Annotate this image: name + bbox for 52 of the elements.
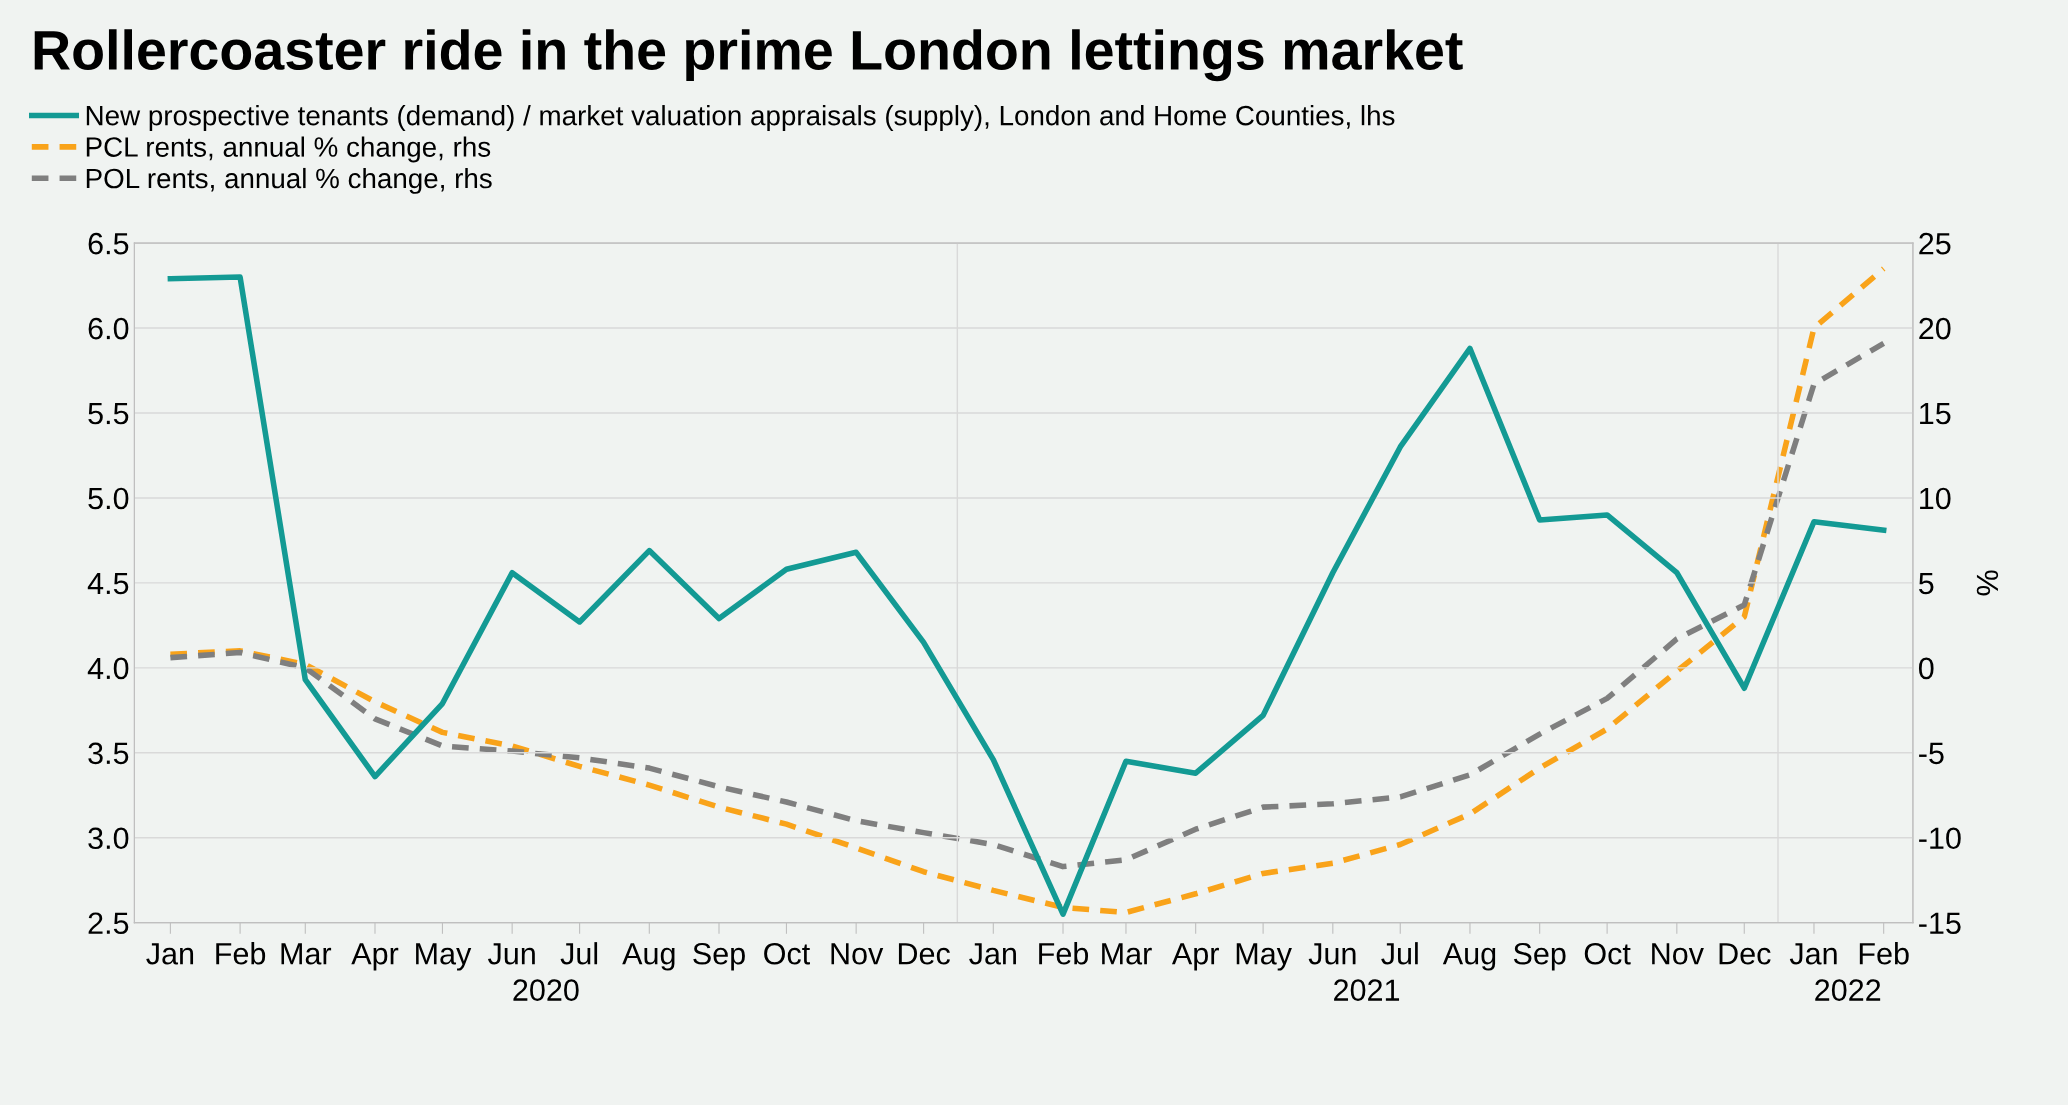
y2-tick-label: 10	[1920, 487, 1951, 510]
x-tick-label: Feb	[1859, 942, 1909, 965]
x-tick-label: Jun	[488, 943, 535, 965]
x2-tick-label: 2022	[1815, 979, 1881, 1001]
y2-tick-label: 0	[1918, 657, 1934, 680]
legend-label: New prospective tenants (demand) / market valuation appraisals (supply), London and Home Counties, lhs	[86, 105, 1395, 131]
x-tick-label: Mar	[281, 943, 332, 965]
y2-tick-label: -5	[1919, 742, 1944, 765]
y2-tick-label: 25	[1919, 232, 1951, 255]
x2-tick-label: 2020	[513, 979, 579, 1001]
x2-tick-label: 2021	[1334, 979, 1400, 1001]
y-tick-label: 5.0	[88, 487, 129, 510]
y-tick-label: 3.0	[88, 827, 129, 850]
y-tick-label: 6.0	[88, 317, 129, 340]
y-tick-label: 5.5	[88, 403, 129, 425]
x-tick-label: Oct	[1584, 942, 1631, 965]
x-tick-label: May	[416, 943, 472, 971]
x-tick-label: Jul	[560, 942, 598, 965]
x-tick-label: Nov	[831, 943, 884, 965]
y2-tick-label: 15	[1920, 403, 1951, 425]
x-tick-label: Sep	[693, 942, 745, 971]
x-tick-label: Jun	[1308, 943, 1356, 965]
x-tick-label: Oct	[764, 942, 810, 965]
y-tick-label: 4.0	[87, 657, 129, 680]
x-tick-label: Feb	[1039, 942, 1089, 965]
x-tick-label: Apr	[351, 943, 399, 971]
x-tick-label: Nov	[1652, 943, 1704, 965]
y2-tick-label: -10	[1919, 827, 1961, 850]
x-tick-label: Aug	[1442, 943, 1496, 971]
x-tick-label: Dec	[1719, 943, 1771, 965]
x-tick-label: Apr	[1171, 943, 1219, 971]
x-tick-label: Mar	[1102, 943, 1152, 965]
y-tick-label: 2.5	[88, 912, 129, 935]
x-tick-label: May	[1236, 943, 1292, 971]
y2-axis-title: %	[1976, 570, 1999, 596]
x-tick-label: Jan	[1789, 943, 1837, 965]
legend-label: PCL rents, annual % change, rhs	[86, 136, 491, 163]
x-tick-label: Jan	[146, 943, 194, 965]
x-tick-label: Jul	[1381, 942, 1418, 965]
x-tick-label: Feb	[216, 942, 266, 965]
legend-label: POL rents, annual % change, rhs	[86, 167, 492, 194]
y-tick-label: 3.5	[88, 742, 129, 765]
y2-tick-label: -15	[1919, 912, 1961, 935]
y2-tick-label: 5	[1918, 572, 1934, 595]
y-tick-label: 4.5	[87, 572, 129, 595]
chart-title: Rollercoaster ride in the prime London lettings market	[34, 29, 1463, 82]
x-tick-label: Sep	[1513, 942, 1566, 971]
y-tick-label: 6.5	[88, 232, 129, 255]
x-tick-label: Jan	[969, 943, 1016, 965]
x-tick-label: Dec	[898, 943, 950, 965]
y2-tick-label: 20	[1919, 317, 1951, 340]
x-tick-label: Aug	[622, 943, 675, 971]
